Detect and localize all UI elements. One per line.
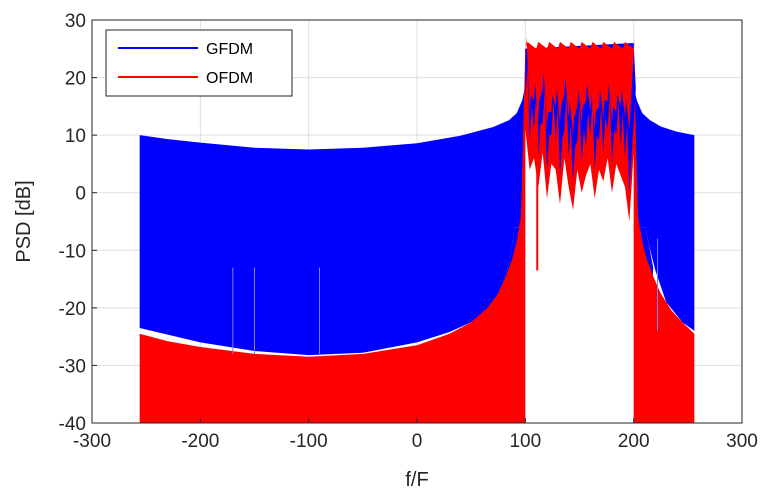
y-tick-label: 20 <box>65 69 86 90</box>
legend-box <box>105 29 293 97</box>
legend-label: OFDM <box>206 70 253 87</box>
x-tick-label: 100 <box>509 431 541 452</box>
y-tick-label: -20 <box>59 299 86 320</box>
y-tick-label: 10 <box>65 126 86 147</box>
y-tick-label: 0 <box>75 184 86 205</box>
ofdm-inband <box>525 37 635 136</box>
inband-gap <box>525 129 634 423</box>
x-axis-label: f/F <box>405 469 428 491</box>
x-tick-label: 0 <box>412 431 423 452</box>
x-tick-label: -200 <box>181 431 219 452</box>
x-tick-label: 300 <box>726 431 758 452</box>
x-tick-label: -300 <box>73 431 111 452</box>
y-tick-label: 30 <box>65 11 86 32</box>
y-tick-label: -10 <box>59 241 86 262</box>
x-tick-label: -100 <box>290 431 328 452</box>
y-tick-label: -30 <box>59 356 86 377</box>
y-axis-label: PSD [dB] <box>13 180 35 262</box>
ticks: -300 -200 -100 0 100 200 300-40-30-20-10010203… <box>59 11 758 452</box>
legend-label: GFDM <box>206 41 253 58</box>
legend: GFDM OFDM <box>105 29 293 97</box>
series-layer <box>139 37 695 424</box>
x-tick-label: 200 <box>618 431 650 452</box>
y-tick-label: -40 <box>59 414 86 435</box>
